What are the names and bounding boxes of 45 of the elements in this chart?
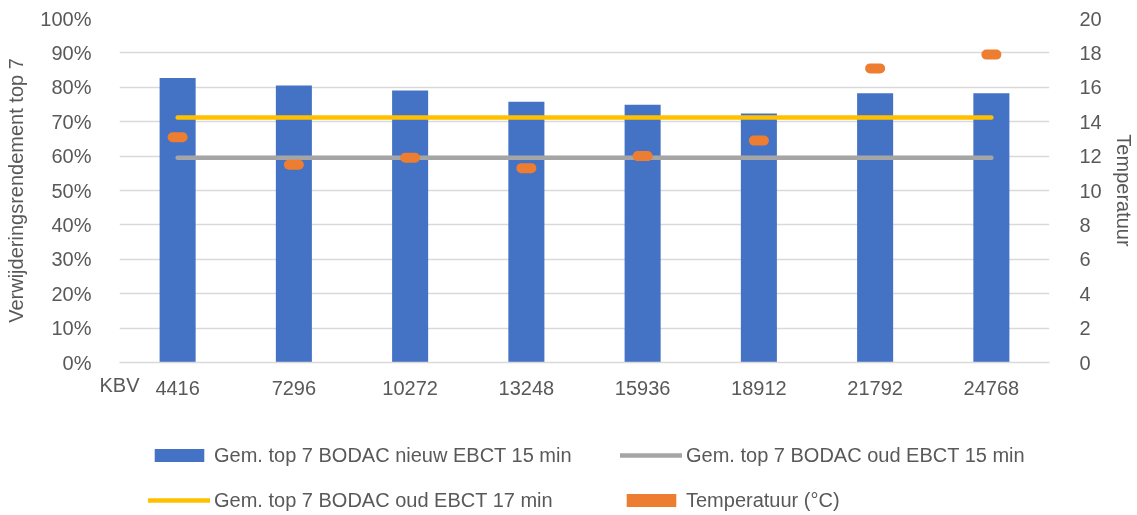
legend-label: Gem. top 7 BODAC nieuw EBCT 15 min <box>214 443 573 467</box>
y2-tick-label: 0 <box>1079 351 1091 374</box>
legend-label: Gem. top 7 BODAC oud EBCT 15 min <box>686 443 1026 467</box>
x-tick-label: 18912 <box>731 376 787 399</box>
y-tick-label: 70% <box>51 110 92 133</box>
y-tick-label: 10% <box>51 317 92 340</box>
y-tick-label: 80% <box>51 76 92 99</box>
x-axis-title: KBV <box>99 373 141 396</box>
y-tick-label: 40% <box>51 213 92 236</box>
y-tick-label: 20% <box>51 282 92 305</box>
y2-tick-label: 4 <box>1079 282 1091 305</box>
bar <box>624 104 661 363</box>
bar <box>740 113 777 363</box>
y2-tick-label: 6 <box>1079 248 1091 271</box>
y2-tick-label: 14 <box>1079 110 1102 133</box>
bar <box>508 101 545 363</box>
y2-tick-label: 8 <box>1079 213 1091 236</box>
bar <box>159 78 196 363</box>
y-tick-label: 50% <box>51 179 92 202</box>
y2-tick-label: 12 <box>1079 145 1102 168</box>
bar <box>392 90 429 363</box>
legend-label: Temperatuur (°C) <box>686 488 841 512</box>
x-tick-label: 7296 <box>271 376 317 399</box>
y-tick-label: 0% <box>62 351 92 374</box>
y2-tick-label: 18 <box>1079 41 1102 64</box>
y-tick-label: 100% <box>40 7 92 30</box>
x-tick-label: 21792 <box>847 376 903 399</box>
x-tick-label: 13248 <box>498 376 555 399</box>
x-tick-label: 24768 <box>963 376 1020 399</box>
y2-axis-title: Temperatuur <box>1112 134 1135 247</box>
y-axis-title: Verwijderingsrendement top 7 <box>5 58 28 323</box>
y-tick-label: 60% <box>51 145 92 168</box>
x-tick-label: 10272 <box>382 376 438 399</box>
y2-tick-label: 10 <box>1079 179 1102 202</box>
bar <box>857 93 894 363</box>
bar <box>275 85 312 363</box>
y2-tick-label: 16 <box>1079 76 1102 99</box>
y-tick-label: 90% <box>51 41 92 64</box>
y-tick-label: 30% <box>51 248 92 271</box>
legend-label: Gem. top 7 BODAC oud EBCT 17 min <box>214 488 554 512</box>
y2-tick-label: 2 <box>1079 317 1091 340</box>
bar <box>973 93 1010 363</box>
x-tick-label: 15936 <box>614 376 671 399</box>
y2-tick-label: 20 <box>1079 7 1102 30</box>
x-tick-label: 4416 <box>155 376 200 399</box>
